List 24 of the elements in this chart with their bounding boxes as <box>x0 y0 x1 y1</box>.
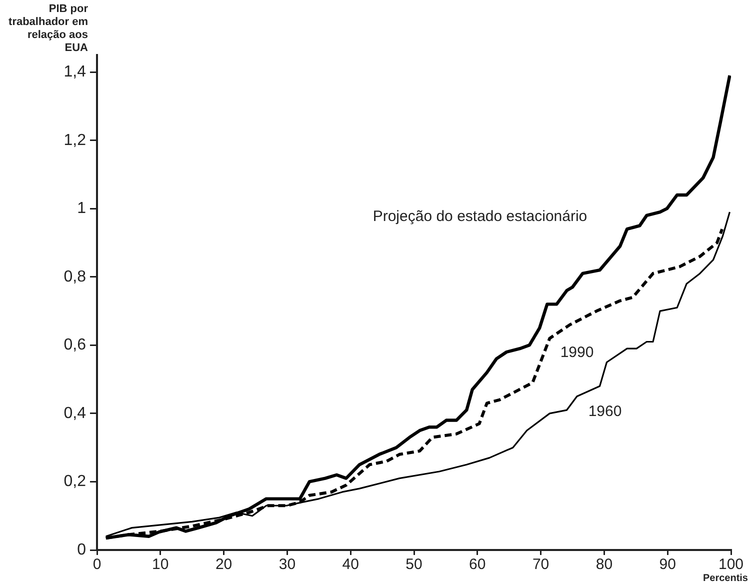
y-tick-label: 1,2 <box>64 132 86 149</box>
x-tick-label: 10 <box>152 556 169 574</box>
series-label: 1960 <box>588 403 622 420</box>
y-tick-label: 0,4 <box>64 404 86 422</box>
x-tick-label: 20 <box>215 556 232 574</box>
text: Projeção do estado estacionário <box>372 208 588 226</box>
x-tick-label: 100 <box>718 556 744 574</box>
x-tick-label: 80 <box>596 556 613 574</box>
y-tick-label: 0,8 <box>64 268 86 286</box>
x-tick-label: 50 <box>406 556 422 574</box>
y-tick-label: 0 <box>77 541 86 558</box>
x-axis-title: Percentis <box>702 573 748 584</box>
x-tick-label: 60 <box>469 556 486 574</box>
y-tick-label: 0,2 <box>64 473 86 490</box>
y-tick-label: 1,4 <box>64 63 86 80</box>
x-tick-label: 90 <box>659 556 676 574</box>
y-tick-label: 0,6 <box>64 336 86 354</box>
y-tick-label: 1 <box>77 200 86 218</box>
series-label: 1990 <box>560 344 594 362</box>
x-tick-label: 70 <box>532 556 550 574</box>
x-tick-label: 0 <box>92 556 102 574</box>
x-tick-label: 40 <box>342 556 359 574</box>
x-tick-label: 30 <box>278 556 296 574</box>
y-axis-title: PIB por trabalhador em relação aos EUA <box>8 3 88 55</box>
